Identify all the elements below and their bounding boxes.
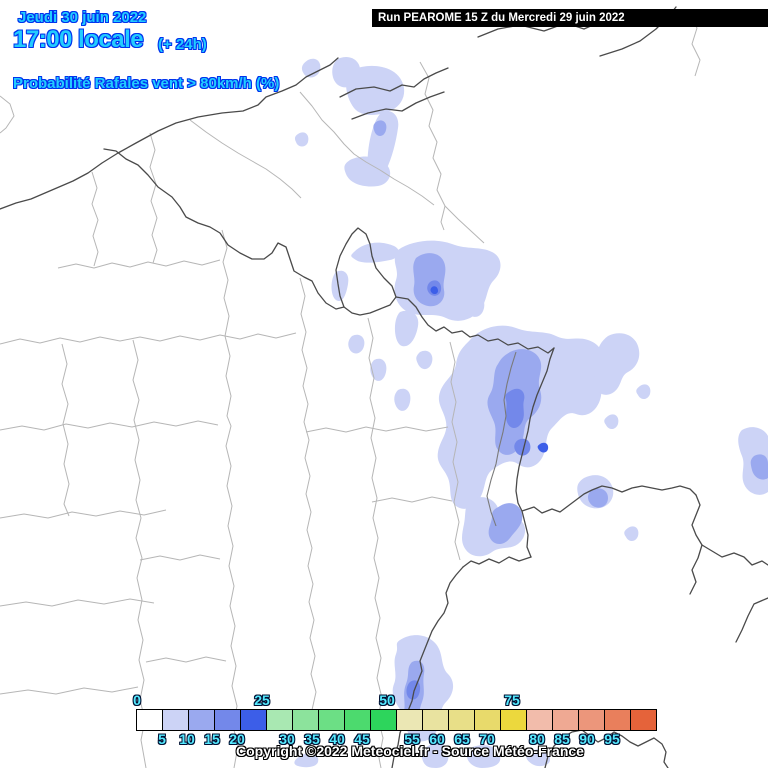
blobs-20-25-percent [430, 286, 549, 453]
legend-cell-25-30 [266, 709, 293, 731]
legend-cell-30-35 [292, 709, 319, 731]
run-info-banner: Run PEAROME 15 Z du Mercredi 29 juin 202… [372, 9, 768, 27]
scale-label-75: 75 [504, 692, 520, 708]
legend-cell-60-65 [448, 709, 475, 731]
scale-label-40: 40 [329, 731, 345, 747]
legend-cell-5-10 [162, 709, 189, 731]
legend-cell-90-95 [604, 709, 631, 731]
scale-label-55: 55 [404, 731, 420, 747]
scale-label-80: 80 [529, 731, 545, 747]
relief-border [486, 351, 517, 527]
scale-label-10: 10 [179, 731, 195, 747]
scale-label-90: 90 [579, 731, 595, 747]
date-label: Jeudi 30 juin 2022 [18, 9, 147, 26]
legend-cell-75-80 [526, 709, 553, 731]
variable-label: Probabilité Rafales vent > 80km/h (%) [13, 75, 280, 92]
scale-label-85: 85 [554, 731, 570, 747]
scale-label-30: 30 [279, 731, 295, 747]
legend-cell-10-15 [188, 709, 215, 731]
scale-label-50: 50 [379, 692, 395, 708]
legend-cell-40-45 [344, 709, 371, 731]
scale-label-20: 20 [229, 731, 245, 747]
legend-cell-50-55 [396, 709, 423, 731]
copyright-notice: Copyright ©2022 Meteociel.fr - Source Mé… [236, 743, 584, 759]
legend-cell-35-40 [318, 709, 345, 731]
scale-label-35: 35 [304, 731, 320, 747]
scale-label-70: 70 [479, 731, 495, 747]
scale-label-45: 45 [354, 731, 370, 747]
blobs-10-15-percent [373, 120, 768, 726]
scale-label-15: 15 [204, 731, 220, 747]
legend-cell-20-25 [240, 709, 267, 731]
scale-label-25: 25 [254, 692, 270, 708]
scale-label-0: 0 [133, 692, 141, 708]
legend-cell-85-90 [578, 709, 605, 731]
scale-label-95: 95 [604, 731, 620, 747]
time-label: 17:00 locale [13, 26, 144, 53]
legend-cell-45-50 [370, 709, 397, 731]
scale-label-60: 60 [429, 731, 445, 747]
forecast-offset-label: (+ 24h) [158, 36, 207, 53]
legend-cell-65-70 [474, 709, 501, 731]
legend-cell-70-75 [500, 709, 527, 731]
scale-label-5: 5 [158, 731, 166, 747]
legend-cell-80-85 [552, 709, 579, 731]
probability-color-scale [136, 709, 657, 731]
legend-cell-15-20 [214, 709, 241, 731]
scale-label-65: 65 [454, 731, 470, 747]
legend-cell-95-100 [630, 709, 657, 731]
department-borders [0, 13, 701, 768]
legend-cell-55-60 [422, 709, 449, 731]
legend-cell-0-5 [136, 709, 163, 731]
